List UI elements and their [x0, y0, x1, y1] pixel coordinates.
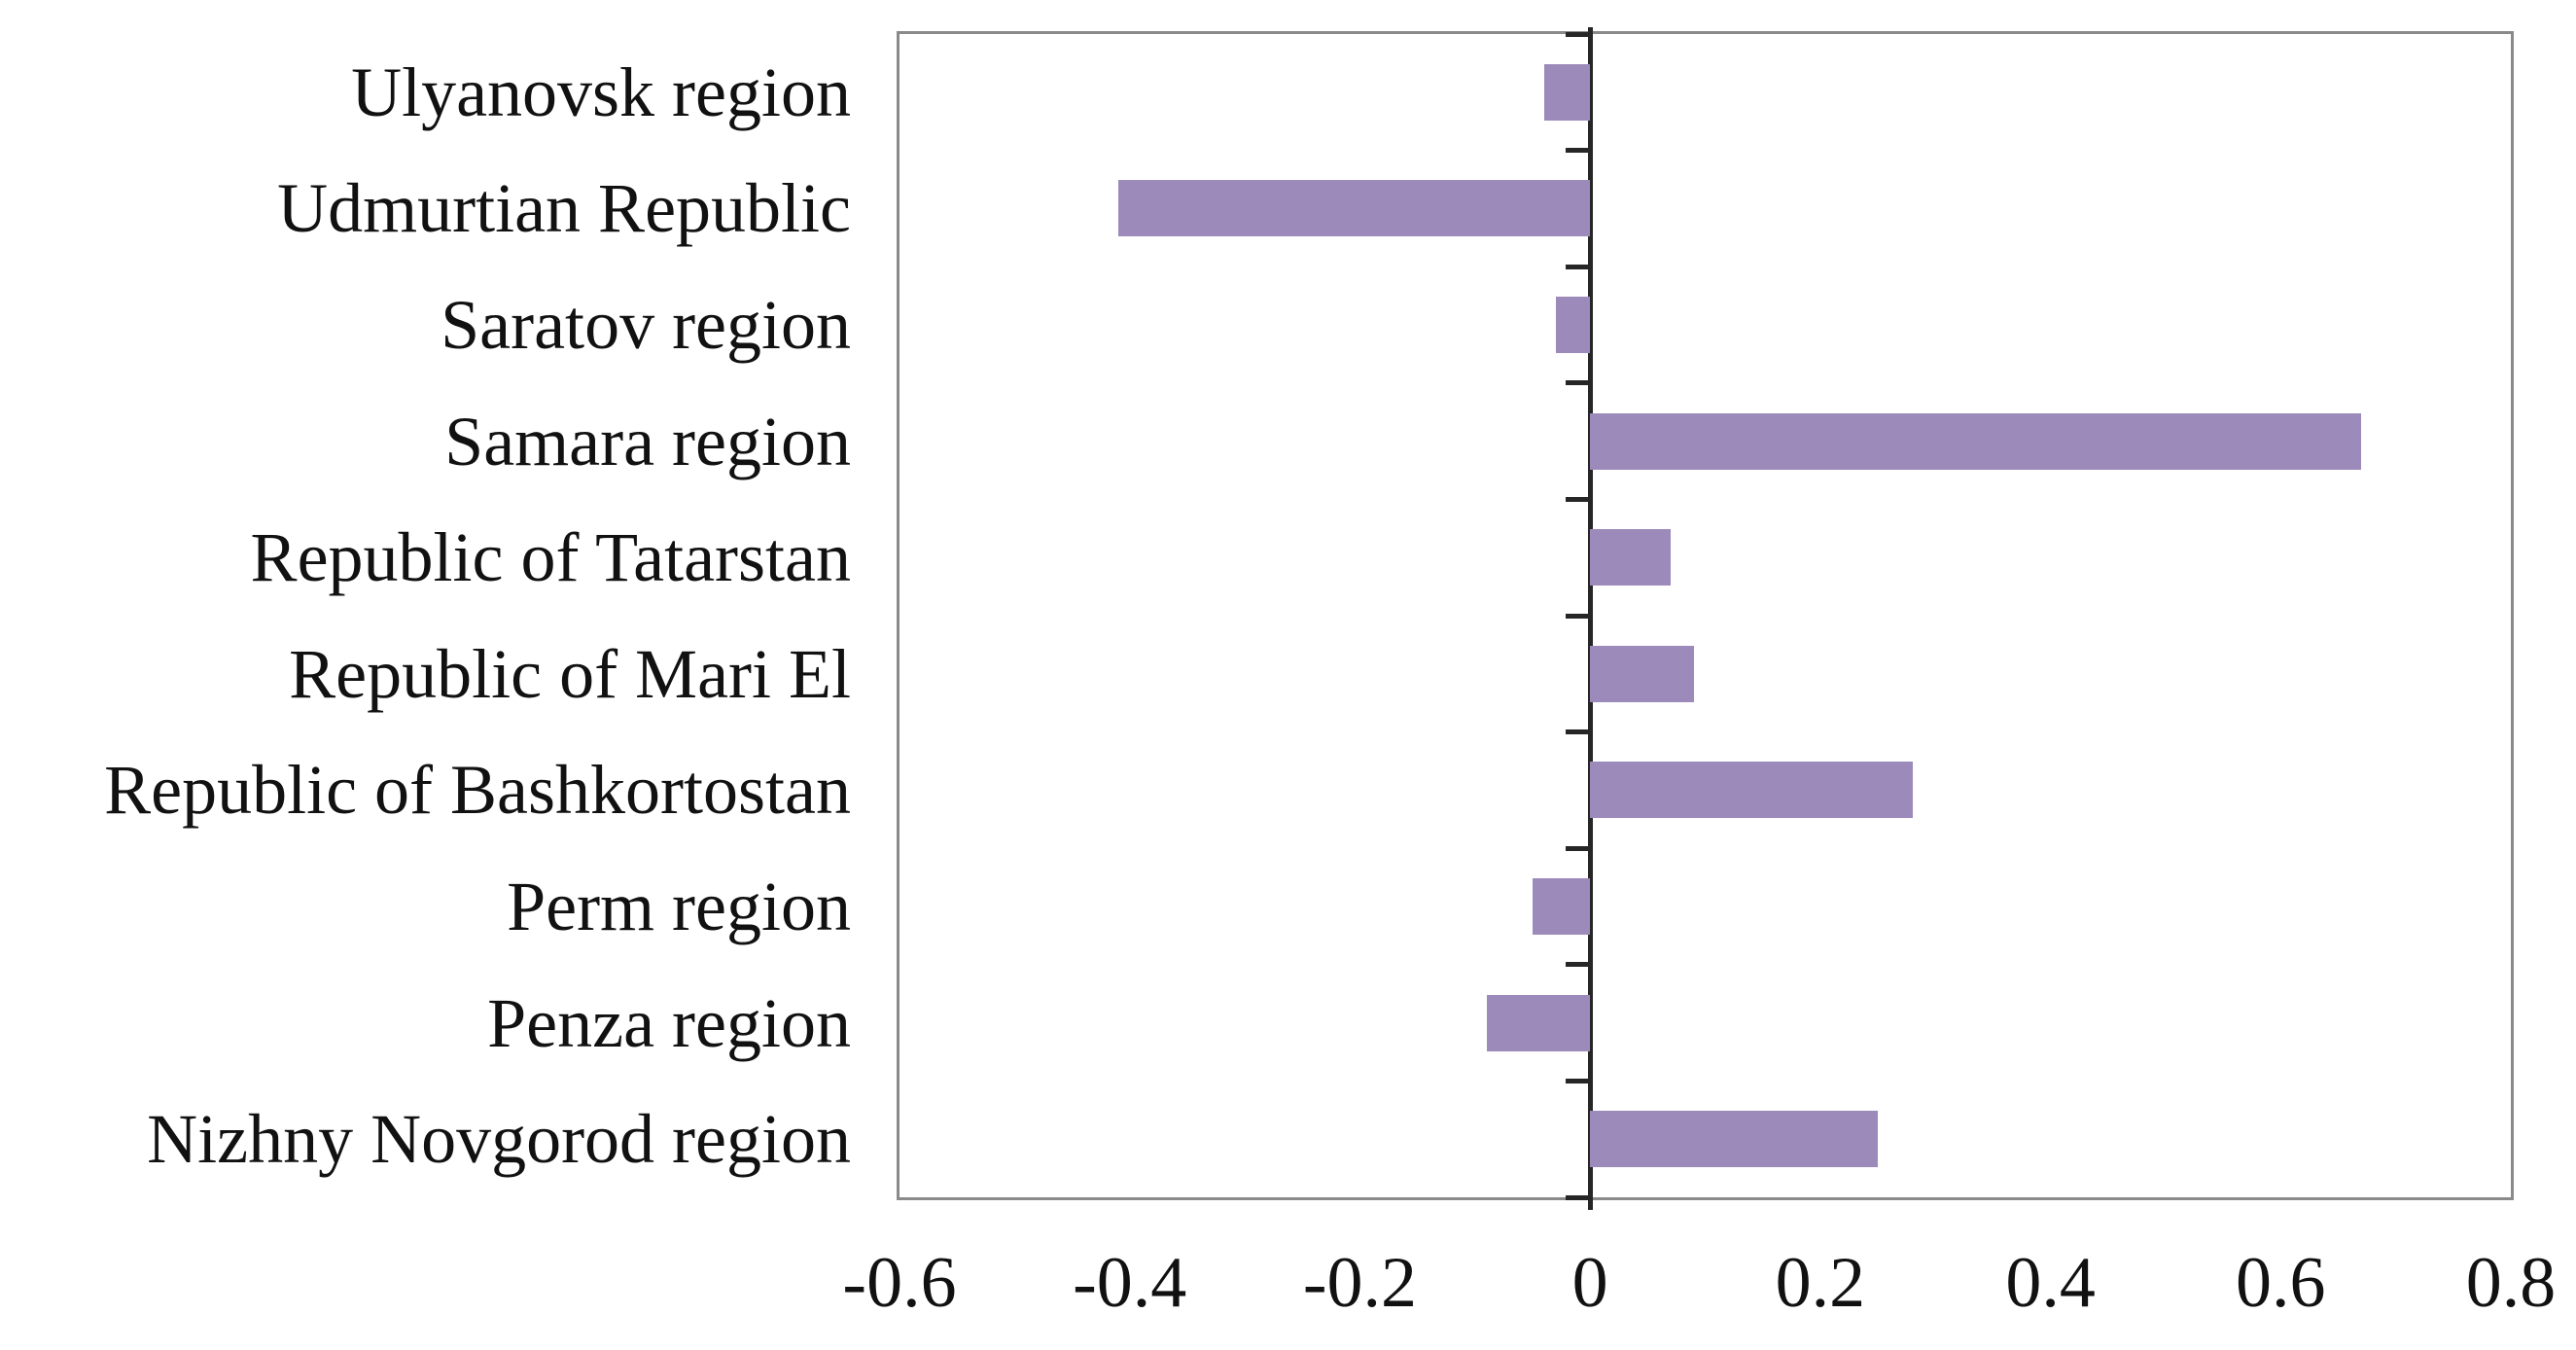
bar: [1555, 297, 1591, 353]
category-label: Perm region: [507, 868, 851, 945]
bar: [1117, 180, 1591, 237]
category-axis-tick: [1566, 31, 1591, 37]
value-axis-tick-label: -0.4: [1073, 1243, 1187, 1323]
value-axis-tick-label: -0.6: [842, 1243, 957, 1323]
bar: [1590, 1111, 1879, 1168]
category-axis-tick: [1566, 380, 1591, 386]
value-axis-tick-label: 0.6: [2236, 1243, 2326, 1323]
value-axis-tick-label: -0.2: [1302, 1243, 1417, 1323]
category-label: Saratov region: [441, 286, 851, 364]
value-axis-tick-label: 0: [1571, 1243, 1608, 1323]
category-axis-tick: [1566, 496, 1591, 502]
category-label: Ulyanovsk region: [351, 53, 851, 131]
category-axis-tick: [1566, 1078, 1591, 1084]
category-axis-tick: [1566, 962, 1591, 968]
value-axis-tick-label: 0.4: [2005, 1243, 2096, 1323]
bar: [1486, 994, 1591, 1051]
category-label: Penza region: [487, 983, 851, 1062]
bar: [1590, 645, 1694, 702]
category-axis-tick: [1566, 845, 1591, 851]
category-label: Nizhny Novgorod region: [147, 1100, 851, 1179]
bar: [1543, 63, 1591, 121]
category-label: Republic of Mari El: [289, 634, 851, 713]
value-axis-tick-label: 0.2: [1775, 1243, 1866, 1323]
category-axis-line: [1587, 27, 1593, 1210]
category-axis-tick: [1566, 1194, 1591, 1200]
category-axis-tick: [1566, 148, 1591, 154]
bar: [1532, 878, 1591, 935]
bar: [1590, 412, 2362, 470]
bar: [1590, 762, 1913, 819]
category-label: Republic of Tatarstan: [250, 518, 851, 597]
bar: [1590, 529, 1671, 586]
category-label: Udmurtian Republic: [277, 169, 851, 248]
category-label: Republic of Bashkortostan: [104, 751, 851, 830]
plot-area: [897, 27, 2514, 1210]
value-axis-tick-label: 0.8: [2465, 1243, 2557, 1323]
category-axis-tick: [1566, 729, 1591, 735]
category-axis-tick: [1566, 264, 1591, 269]
category-axis-tick: [1566, 613, 1591, 619]
category-label: Samara region: [444, 402, 851, 480]
